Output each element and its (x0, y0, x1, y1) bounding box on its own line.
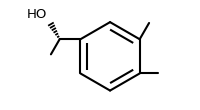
Text: HO: HO (27, 8, 48, 21)
